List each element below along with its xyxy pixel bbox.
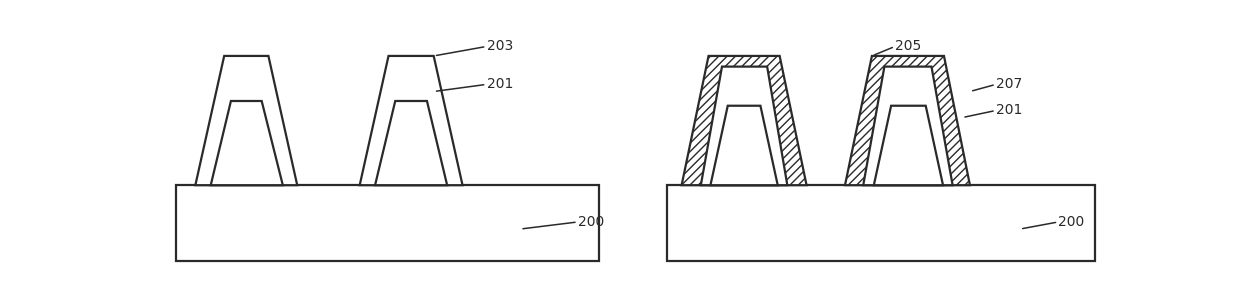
Text: 200: 200: [578, 215, 604, 229]
Text: 205: 205: [895, 39, 921, 54]
Polygon shape: [863, 67, 952, 185]
Polygon shape: [682, 56, 806, 185]
Polygon shape: [196, 56, 298, 185]
Text: 201: 201: [996, 103, 1022, 117]
Polygon shape: [374, 101, 448, 185]
Polygon shape: [874, 106, 942, 185]
Text: 201: 201: [486, 77, 513, 91]
Polygon shape: [844, 56, 970, 185]
Bar: [176, 185, 599, 261]
Bar: [667, 185, 1095, 261]
Polygon shape: [360, 56, 463, 185]
Polygon shape: [701, 67, 787, 185]
Text: 203: 203: [486, 39, 513, 54]
Polygon shape: [711, 106, 777, 185]
Text: 200: 200: [1058, 215, 1085, 229]
Text: 207: 207: [996, 77, 1022, 91]
Polygon shape: [211, 101, 283, 185]
